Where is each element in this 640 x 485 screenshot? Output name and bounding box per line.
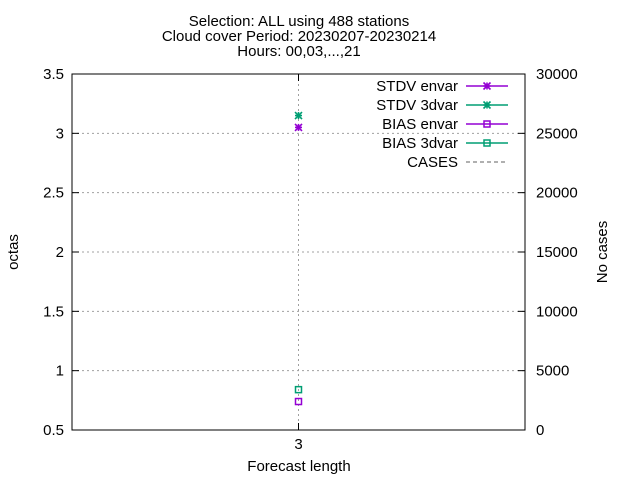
grid-lines [72, 74, 525, 430]
y-right-tick-label: 0 [536, 422, 544, 439]
y-left-tick-label: 1 [56, 363, 64, 380]
legend-label-cases: CASES [407, 154, 458, 171]
legend-label-stdv-envar: STDV envar [376, 78, 458, 95]
x-axis-label: Forecast length [247, 458, 350, 475]
legend-label-bias-3dvar: BIAS 3dvar [382, 135, 458, 152]
chart-title-line-1: Selection: ALL using 488 stations [189, 13, 409, 30]
y-left-tick-label: 2 [56, 244, 64, 261]
chart-title-line-3: Hours: 00,03,...,21 [237, 43, 360, 60]
y-right-tick-label: 25000 [536, 125, 578, 142]
legend-label-stdv-3dvar: STDV 3dvar [376, 97, 458, 114]
y-left-tick-label: 2.5 [43, 185, 64, 202]
y-left-tick-label: 3 [56, 125, 64, 142]
point-stdv-envar [294, 123, 303, 132]
y-left-tick-label: 3.5 [43, 66, 64, 83]
point-stdv-3dvar [294, 111, 303, 120]
y-right-tick-label: 15000 [536, 244, 578, 261]
chart-title-line-2: Cloud cover Period: 20230207-20230214 [162, 28, 436, 45]
legend-marker-stdv-3dvar [482, 100, 492, 110]
y-axis-left-ticks: 0.5 1 1.5 2 2.5 3 3.5 [43, 66, 79, 439]
legend-marker-bias-envar [483, 120, 491, 128]
y-axis-right-ticks: 0 5000 10000 15000 20000 25000 30000 [518, 66, 578, 439]
x-tick-label: 3 [294, 436, 302, 453]
point-bias-3dvar [294, 385, 303, 394]
y-right-tick-label: 20000 [536, 185, 578, 202]
legend-marker-stdv-envar [482, 81, 492, 91]
y-axis-left-label: octas [5, 234, 22, 270]
y-left-tick-label: 0.5 [43, 422, 64, 439]
y-left-tick-label: 1.5 [43, 303, 64, 320]
point-bias-envar [294, 397, 303, 406]
y-axis-right-label: No cases [594, 221, 611, 284]
data-points [294, 111, 303, 406]
y-right-tick-label: 30000 [536, 66, 578, 83]
plot-frame [71, 73, 526, 431]
legend-label-bias-envar: BIAS envar [382, 116, 458, 133]
legend: STDV envar STDV 3dvar BIAS envar BIAS 3dvar… [376, 78, 508, 171]
y-right-tick-label: 5000 [536, 363, 569, 380]
y-right-tick-label: 10000 [536, 303, 578, 320]
x-axis-ticks: 3 [294, 74, 303, 453]
legend-marker-bias-3dvar [483, 139, 491, 147]
